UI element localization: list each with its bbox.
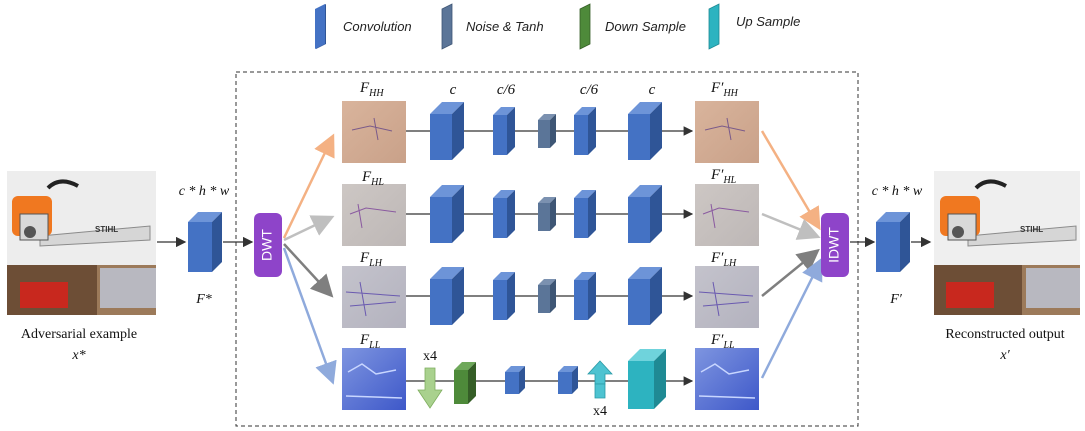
- dwt-block: DWT: [254, 213, 282, 277]
- dwt-arrow-lh: [283, 243, 334, 298]
- legend-label-down-sample: Down Sample: [605, 19, 686, 34]
- legend: Convolution Noise & Tanh Down Sample Up …: [315, 3, 800, 50]
- input-feature-label: F*: [195, 292, 212, 307]
- channel-label-2: c/6: [497, 82, 516, 98]
- legend-label-up-sample: Up Sample: [736, 14, 800, 29]
- channel-label-3: c/6: [580, 82, 599, 98]
- conv-cube-small-lh: [493, 272, 515, 320]
- legend-convolution: Convolution: [315, 4, 412, 49]
- legend-up-sample: Up Sample: [708, 3, 800, 50]
- channel-label-1: c: [450, 82, 457, 98]
- svg-text:STIHL: STIHL: [95, 225, 118, 234]
- input-feature-cube: [188, 212, 222, 272]
- dwt-arrow-hl: [283, 215, 335, 242]
- output-feature-cube: [876, 212, 910, 272]
- input-image: STIHL: [7, 171, 156, 315]
- noise-tanh-cube-lh: [538, 279, 556, 313]
- conv-cube-small2-hh: [574, 107, 596, 155]
- up-sample-arrow: [587, 360, 613, 385]
- band-image-hl: [342, 184, 406, 246]
- conv-cube-big-hh: [430, 102, 464, 160]
- input-symbol: x*: [71, 348, 85, 363]
- legend-noise-tanh: Noise & Tanh: [441, 3, 544, 50]
- band-image-ll: [342, 348, 406, 410]
- ll-conv-cube-2: [558, 366, 578, 394]
- conv-cube-big-hl: [430, 185, 464, 243]
- band-row-lh: [406, 267, 694, 325]
- ll-conv-cube-1: [505, 366, 525, 394]
- band-out-label-hl: F′HL: [710, 167, 737, 186]
- down-factor-label: x4: [423, 349, 437, 364]
- conv-cube-small2-hl: [574, 190, 596, 238]
- band-out-image-hh: [695, 101, 759, 163]
- noise-tanh-cube-hh: [538, 114, 556, 148]
- ll-up-sample-cube: [628, 349, 666, 409]
- conv-cube-big-lh: [430, 267, 464, 325]
- band-out-image-lh: [695, 266, 759, 328]
- idwt-arrow-lh: [761, 248, 820, 297]
- dwt-label: DWT: [259, 229, 275, 261]
- output-shape-label: c * h * w: [872, 184, 923, 199]
- conv-cube-big2-lh: [628, 267, 662, 325]
- band-image-hh: [342, 101, 406, 163]
- band-row-hh: [406, 102, 694, 160]
- conv-cube-small2-lh: [574, 272, 596, 320]
- conv-cube-big2-hh: [628, 102, 662, 160]
- conv-cube-small-hl: [493, 190, 515, 238]
- idwt-block: IDWT: [821, 213, 849, 277]
- band-image-lh: [342, 266, 406, 328]
- idwt-arrow-ll: [760, 257, 823, 379]
- band-out-label-hh: F′HH: [710, 80, 739, 99]
- noise-tanh-cube-hl: [538, 197, 556, 231]
- conv-cube-big2-hl: [628, 185, 662, 243]
- legend-label-noise-tanh: Noise & Tanh: [466, 19, 544, 34]
- band-out-image-ll: [695, 348, 759, 410]
- legend-label-convolution: Convolution: [343, 19, 412, 34]
- channel-label-4: c: [649, 82, 656, 98]
- output-feature-label: F′: [889, 292, 903, 307]
- down-sample-arrow: [417, 367, 443, 409]
- band-out-image-hl: [695, 184, 759, 246]
- up-factor-label: x4: [593, 404, 607, 419]
- ll-row: x4 x4: [406, 349, 694, 419]
- output-symbol: x′: [999, 348, 1010, 363]
- dwt-arrow-ll: [282, 247, 337, 385]
- band-rows: [406, 102, 694, 325]
- idwt-label: IDWT: [826, 227, 842, 263]
- idwt-arrow-hl: [761, 212, 821, 240]
- input-caption: Adversarial example: [21, 327, 137, 342]
- output-caption: Reconstructed output: [945, 327, 1064, 342]
- band-row-hl: [406, 185, 694, 243]
- legend-down-sample: Down Sample: [579, 3, 686, 50]
- input-shape-label: c * h * w: [179, 184, 230, 199]
- output-image: STIHL: [934, 171, 1080, 315]
- idwt-arrow-hh: [760, 130, 821, 231]
- dwt-arrow-hh: [282, 133, 335, 239]
- svg-text:STIHL: STIHL: [1020, 225, 1043, 234]
- ll-down-sample-cube: [454, 362, 476, 404]
- conv-cube-small-hh: [493, 107, 515, 155]
- wavelet-module-frame: [235, 71, 859, 427]
- band-label-hh: FHH: [359, 80, 384, 99]
